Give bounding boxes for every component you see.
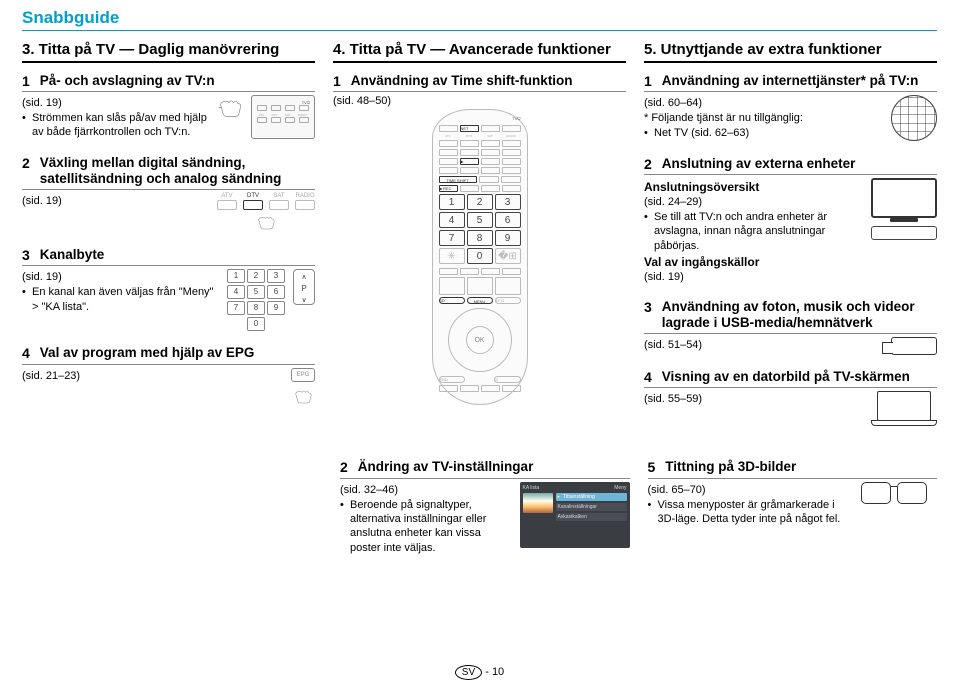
menu-row: Tittainställning	[563, 494, 595, 500]
step-number: 3	[22, 247, 30, 263]
page-ref: (sid. 19)	[644, 271, 863, 283]
step-title: Ändring av TV-inställningar	[358, 459, 534, 475]
page-ref: (sid. 48–50)	[333, 95, 626, 107]
bullet: Beroende på signaltyper, alternativa ins…	[340, 498, 512, 555]
step-number: 2	[22, 155, 30, 171]
step-number: 2	[644, 156, 652, 172]
laptop-icon	[871, 391, 937, 427]
dtv-label: DTV	[247, 193, 259, 199]
col1-title: 3. Titta på TV — Daglig manövrering	[22, 41, 315, 63]
step-title: Val av program med hjälp av EPG	[40, 345, 255, 361]
remote-top-icon: TV⏻ ATVDTVSATRADIO	[251, 95, 315, 139]
page-ref: (sid. 21–23)	[22, 370, 283, 382]
step-number: 2	[340, 459, 348, 475]
col-1: 3. Titta på TV — Daglig manövrering 1 På…	[22, 41, 315, 441]
page-ref: (sid. 19)	[22, 97, 209, 109]
remote-full-icon: TV⏻ NET ATVDTVSATRADIO ▶ TIME SHIFT ■ RE…	[432, 109, 528, 405]
col3-step3: 3 Användning av foton, musik och videor …	[644, 299, 937, 355]
col3-step1: 1 Användning av internettjänster* på TV:…	[644, 73, 937, 142]
number-keypad: 123 456 789 0	[227, 269, 285, 331]
globe-icon	[891, 95, 937, 141]
tv-menu-icon: KA listaMeny ▸Tittainställning Kanalinst…	[520, 482, 630, 548]
bullet: Net TV (sid. 62–63)	[644, 126, 883, 140]
lower-row: 2 Ändring av TV-inställningar (sid. 32–4…	[22, 459, 937, 569]
epg-icon: EPG	[291, 368, 315, 407]
footer-page: 10	[492, 666, 504, 678]
step-number: 3	[644, 299, 652, 315]
bullet: Strömmen kan slås på/av med hjälp av båd…	[22, 111, 209, 140]
col-3: 5. Utnyttjande av extra funktioner 1 Anv…	[644, 41, 937, 441]
hand-icon	[217, 95, 243, 120]
step-title: På- och avslagning av TV:n	[40, 73, 215, 89]
page-ref: (sid. 19)	[22, 271, 219, 283]
sub-head: Anslutningsöversikt	[644, 180, 863, 194]
col2-title: 4. Titta på TV — Avancerade funktioner	[333, 41, 626, 63]
page-ref: (sid. 65–70)	[648, 484, 854, 496]
step-title: Användning av foton, musik och videor la…	[662, 299, 937, 331]
step-title: Tittning på 3D-bilder	[665, 459, 796, 475]
step-number: 4	[22, 345, 30, 361]
note: * Följande tjänst är nu tillgänglig:	[644, 111, 883, 125]
step-title: Anslutning av externa enheter	[662, 156, 856, 172]
col1-step2: 2 Växling mellan digital sändning, satel…	[22, 155, 315, 233]
bullet: En kanal kan även väljas från "Meny" > "…	[22, 285, 219, 314]
step-number: 1	[333, 73, 341, 89]
glasses-3d-icon	[861, 482, 937, 510]
col3-step5: 5 Tittning på 3D-bilder (sid. 65–70) Vis…	[648, 459, 938, 541]
page-footer: SV - 10	[0, 665, 959, 680]
columns: 3. Titta på TV — Daglig manövrering 1 På…	[22, 41, 937, 441]
bullet: Se till att TV:n och andra enheter är av…	[644, 210, 863, 253]
col3-title: 5. Utnyttjande av extra funktioner	[644, 41, 937, 63]
p-updown-icon: ∧P∨	[293, 269, 315, 305]
usb-icon	[891, 337, 937, 355]
col-2: 4. Titta på TV — Avancerade funktioner 1…	[333, 41, 626, 441]
step-number: 1	[644, 73, 652, 89]
page-ref: (sid. 24–29)	[644, 196, 863, 208]
epg-label: EPG	[291, 368, 315, 382]
menu-row: Kanalinställningar	[558, 504, 597, 510]
col3-step4: 4 Visning av en datorbild på TV-skärmen …	[644, 369, 937, 427]
step-title: Användning av internettjänster* på TV:n	[662, 73, 919, 89]
hand-icon	[256, 212, 276, 230]
col2-step1: 1 Användning av Time shift-funktion (sid…	[333, 73, 626, 405]
step-title: Visning av en datorbild på TV-skärmen	[662, 369, 910, 385]
page-ref: (sid. 55–59)	[644, 393, 863, 405]
quick-guide-header: Snabbguide	[22, 8, 937, 31]
footer-lang: SV	[455, 665, 482, 680]
col1-step3: 3 Kanalbyte (sid. 19) En kanal kan även …	[22, 247, 315, 331]
menu-row: Avkastkalken	[558, 514, 587, 520]
sat-label: SAT	[273, 193, 284, 199]
col1-step4: 4 Val av program med hjälp av EPG (sid. …	[22, 345, 315, 406]
step-title: Användning av Time shift-funktion	[351, 73, 573, 89]
menu-top-left: KA lista	[523, 485, 540, 491]
sub-head: Val av ingångskällor	[644, 255, 863, 269]
radio-label: RADIO	[295, 193, 314, 199]
page-ref: (sid. 51–54)	[644, 339, 883, 351]
page-ref: (sid. 60–64)	[644, 97, 883, 109]
hand-icon	[293, 386, 313, 404]
col1-step1: 1 På- och avslagning av TV:n (sid. 19) S…	[22, 73, 315, 141]
col3-step2: 2 Anslutning av externa enheter Anslutni…	[644, 156, 937, 285]
page-ref: (sid. 19)	[22, 195, 209, 207]
step-number: 4	[644, 369, 652, 385]
atv-dtv-row: ATV DTV SAT RADIO	[217, 193, 315, 233]
step-title: Kanalbyte	[40, 247, 105, 263]
page-ref: (sid. 32–46)	[340, 484, 512, 496]
menu-top-right: Meny	[614, 485, 626, 491]
bullet: Vissa menyposter är gråmarkerade i 3D-lä…	[648, 498, 854, 527]
col2-step2: 2 Ändring av TV-inställningar (sid. 32–4…	[340, 459, 630, 569]
step-title: Växling mellan digital sändning, satelli…	[40, 155, 315, 187]
tv-dvd-icon	[871, 178, 937, 240]
atv-label: ATV	[221, 193, 232, 199]
step-number: 1	[22, 73, 30, 89]
step-number: 5	[648, 459, 656, 475]
